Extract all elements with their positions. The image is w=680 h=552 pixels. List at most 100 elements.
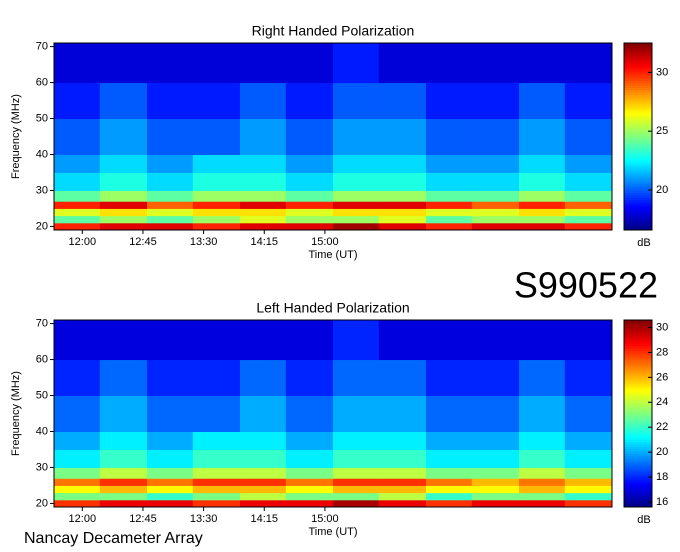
colorbar-slice: [624, 331, 652, 335]
colorbar-slice: [624, 159, 652, 163]
heatmap-cell: [378, 395, 427, 432]
colorbar-slice: [624, 213, 652, 217]
heatmap-cell: [519, 395, 566, 432]
colorbar-slice: [624, 117, 652, 121]
colorbar-slice: [624, 52, 652, 56]
heatmap-cell: [519, 485, 566, 494]
heatmap-cell: [54, 359, 101, 397]
heatmap-cell: [333, 222, 380, 231]
heatmap-cell: [426, 43, 473, 84]
colorbar-slice: [624, 453, 652, 457]
colorbar-slice: [624, 152, 652, 156]
heatmap-cell: [99, 215, 148, 224]
colorbar-slice: [624, 495, 652, 499]
colorbar-tick-label: 16: [656, 496, 668, 508]
heatmap-cell: [54, 118, 101, 155]
colorbar-slice: [624, 390, 652, 393]
heatmap-cell: [285, 222, 334, 231]
colorbar-slice: [624, 101, 652, 105]
colorbar-slice: [624, 378, 652, 382]
colorbar-slice: [624, 180, 652, 184]
x-tick-label: 12:00: [69, 513, 97, 525]
heatmap-cell: [192, 449, 241, 468]
colorbar-slice: [624, 138, 652, 142]
x-tick-label: 13:30: [190, 236, 218, 248]
heatmap-cell: [378, 359, 427, 397]
heatmap-cell: [54, 222, 101, 231]
colorbar-slice: [624, 366, 652, 370]
y-tick-label: 60: [36, 353, 48, 365]
colorbar-slice: [624, 476, 652, 480]
heatmap-cell: [147, 395, 194, 432]
heatmap-cell: [471, 118, 520, 155]
heatmap-cell: [378, 154, 427, 173]
heatmap-cell: [564, 467, 613, 479]
colorbar-slice: [624, 206, 652, 210]
x-tick-label: 15:00: [311, 236, 339, 248]
heatmap-cell: [147, 82, 194, 120]
heatmap-cell: [378, 478, 427, 486]
colorbar-tick-label: 20: [656, 446, 668, 458]
colorbar-slice: [624, 460, 652, 464]
colorbar-frame: [623, 319, 653, 508]
heatmap-cell: [426, 485, 473, 494]
heatmap-cell: [519, 215, 566, 224]
heatmap-cell: [333, 208, 380, 217]
heatmap-cell: [147, 43, 194, 84]
colorbar-slice: [624, 478, 652, 482]
colorbar-tick-label: 26: [656, 371, 668, 383]
colorbar-slice: [624, 96, 652, 100]
colorbar-slice: [624, 73, 652, 77]
heatmap-cell: [426, 492, 473, 501]
colorbar-slice: [624, 136, 652, 140]
colorbar-slice: [624, 485, 652, 489]
heatmap-cell: [54, 492, 101, 501]
colorbar-slice: [624, 141, 652, 145]
colorbar-slice: [624, 99, 652, 102]
footer: Nancay Decameter Array: [24, 530, 203, 547]
colorbar-slice: [624, 422, 652, 426]
heatmap-cell: [519, 154, 566, 173]
heatmap-cell: [240, 467, 287, 479]
colorbar-slice: [624, 222, 652, 226]
y-tick-label: 60: [36, 76, 48, 88]
colorbar-slice: [624, 87, 652, 91]
colorbar-slice: [624, 380, 652, 384]
heatmap-cell: [285, 82, 334, 120]
colorbar-slice: [624, 192, 652, 196]
heatmap-cell: [426, 208, 473, 217]
heatmap-cell: [192, 154, 241, 173]
heatmap-cell: [333, 449, 380, 468]
colorbar-slice: [624, 78, 652, 81]
heatmap-cell: [192, 208, 241, 217]
heatmap-cell: [426, 431, 473, 450]
heatmap-cell: [285, 320, 334, 361]
heatmap-cell: [285, 190, 334, 202]
colorbar-slice: [624, 450, 652, 454]
heatmap-cell: [285, 118, 334, 155]
y-tick-label: 70: [36, 318, 48, 330]
heatmap-cell: [99, 82, 148, 120]
heatmap-cell: [285, 478, 334, 486]
heatmap-cell: [147, 499, 194, 508]
heatmap-cell: [426, 467, 473, 479]
heatmap-cell: [378, 431, 427, 450]
colorbar-slice: [624, 399, 652, 403]
heatmap-cell: [99, 222, 148, 231]
heatmap-cell: [54, 499, 101, 508]
heatmap-cell: [471, 222, 520, 231]
heatmap-cell: [564, 43, 613, 84]
colorbar-slice: [624, 413, 652, 417]
heatmap-cell: [426, 395, 473, 432]
colorbar-slice: [624, 499, 652, 503]
colorbar-slice: [624, 45, 652, 49]
colorbar-slice: [624, 155, 652, 159]
y-tick-label: 20: [36, 497, 48, 509]
heatmap-cell: [333, 172, 380, 191]
colorbar-tick-label: 30: [656, 66, 668, 78]
heatmap-cell: [240, 208, 287, 217]
heatmap-cell: [378, 467, 427, 479]
colorbar-slice: [624, 106, 652, 109]
colorbar-slice: [624, 176, 652, 180]
colorbar-slice: [624, 455, 652, 459]
